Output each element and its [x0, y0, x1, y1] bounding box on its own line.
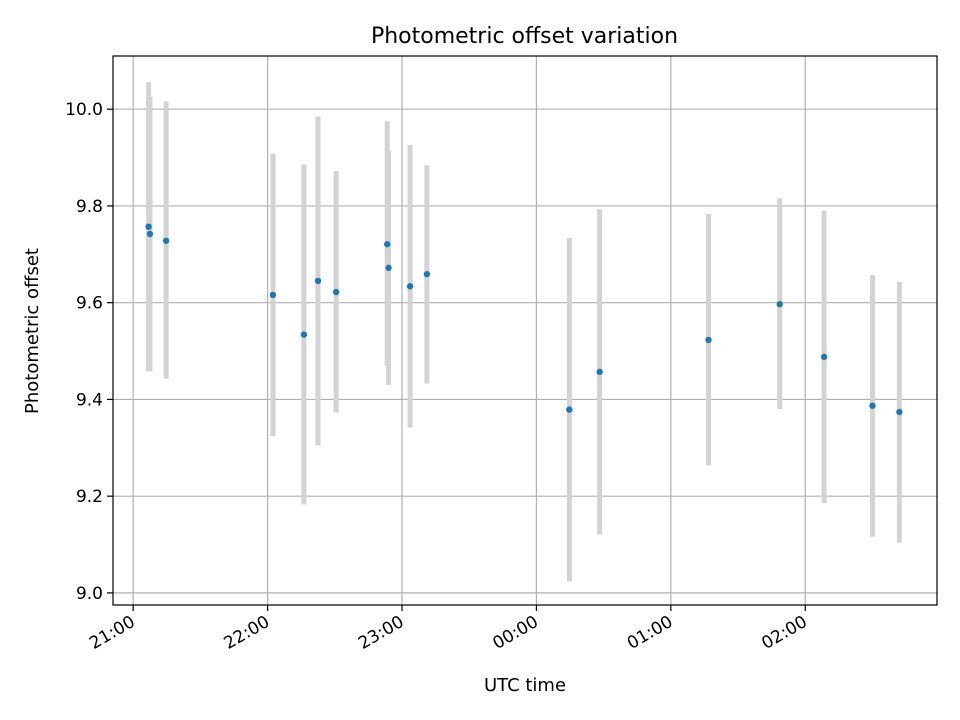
y-tick-label: 10.0: [65, 100, 103, 120]
data-point: [423, 270, 431, 278]
data-point: [385, 264, 392, 272]
chart-title: Photometric offset variation: [371, 24, 678, 49]
y-tick-label: 9.8: [76, 197, 103, 217]
data-point: [896, 408, 903, 416]
data-point: [596, 368, 603, 376]
data-point: [705, 336, 712, 344]
data-point: [776, 300, 783, 308]
data-point: [145, 223, 152, 230]
data-point: [332, 288, 340, 296]
y-tick-label: 9.4: [76, 390, 103, 410]
y-tick-label: 9.2: [76, 487, 103, 507]
data-point: [146, 230, 154, 238]
plot-frame: [112, 55, 938, 606]
x-axis-label: UTC time: [484, 675, 566, 696]
grid: [113, 56, 937, 605]
data-point: [314, 277, 322, 285]
y-tick-label: 9.6: [76, 294, 103, 314]
data-point: [269, 291, 277, 299]
data-point: [566, 406, 573, 413]
y-axis-label: Photometric offset: [22, 248, 43, 414]
y-tick-label: 9.0: [76, 584, 103, 604]
data-point: [300, 331, 308, 338]
data-point: [820, 353, 828, 361]
data-point: [384, 240, 391, 248]
data-point: [162, 237, 170, 244]
data-point: [869, 402, 876, 409]
data-point: [406, 283, 414, 290]
y-axis: 9.0 9.2 9.4 9.6 9.8 10.0: [65, 100, 113, 604]
data-points: [145, 223, 903, 416]
